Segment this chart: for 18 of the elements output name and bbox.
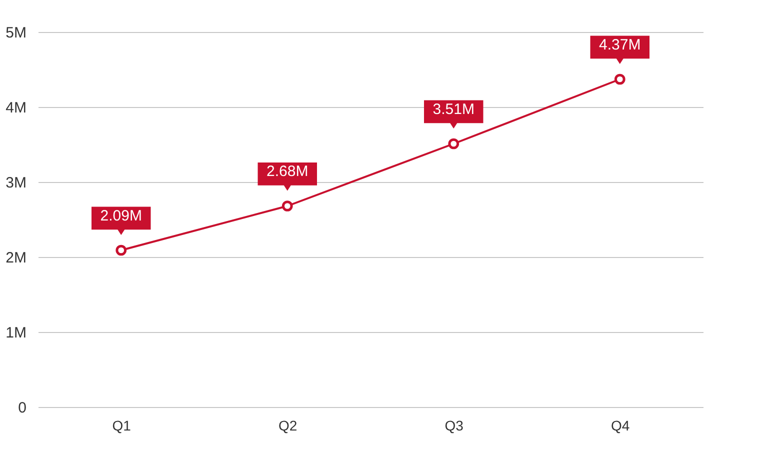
- point: [448, 138, 460, 150]
- point: [116, 244, 127, 256]
- point: [282, 200, 293, 212]
- y-tick-label: 1M: [6, 324, 26, 342]
- x-tick-label: Q1: [112, 418, 132, 434]
- data-label: 2.68M: [266, 163, 308, 180]
- point: [614, 74, 626, 85]
- x-tick-label: Q4: [611, 418, 630, 434]
- y-tick-label: 4M: [6, 100, 26, 116]
- data-label: 2.09M: [100, 207, 142, 224]
- y-tick-label: 5M: [6, 24, 26, 42]
- data-label: 3.51M: [432, 100, 474, 118]
- data-label: 4.37M: [599, 36, 641, 54]
- y-tick-label: 0: [18, 400, 26, 416]
- y-tick-label: 3M: [6, 174, 26, 192]
- x-tick-label: Q3: [444, 418, 464, 434]
- y-tick-label: 2M: [6, 250, 26, 266]
- x-tick-label: Q2: [278, 418, 298, 434]
